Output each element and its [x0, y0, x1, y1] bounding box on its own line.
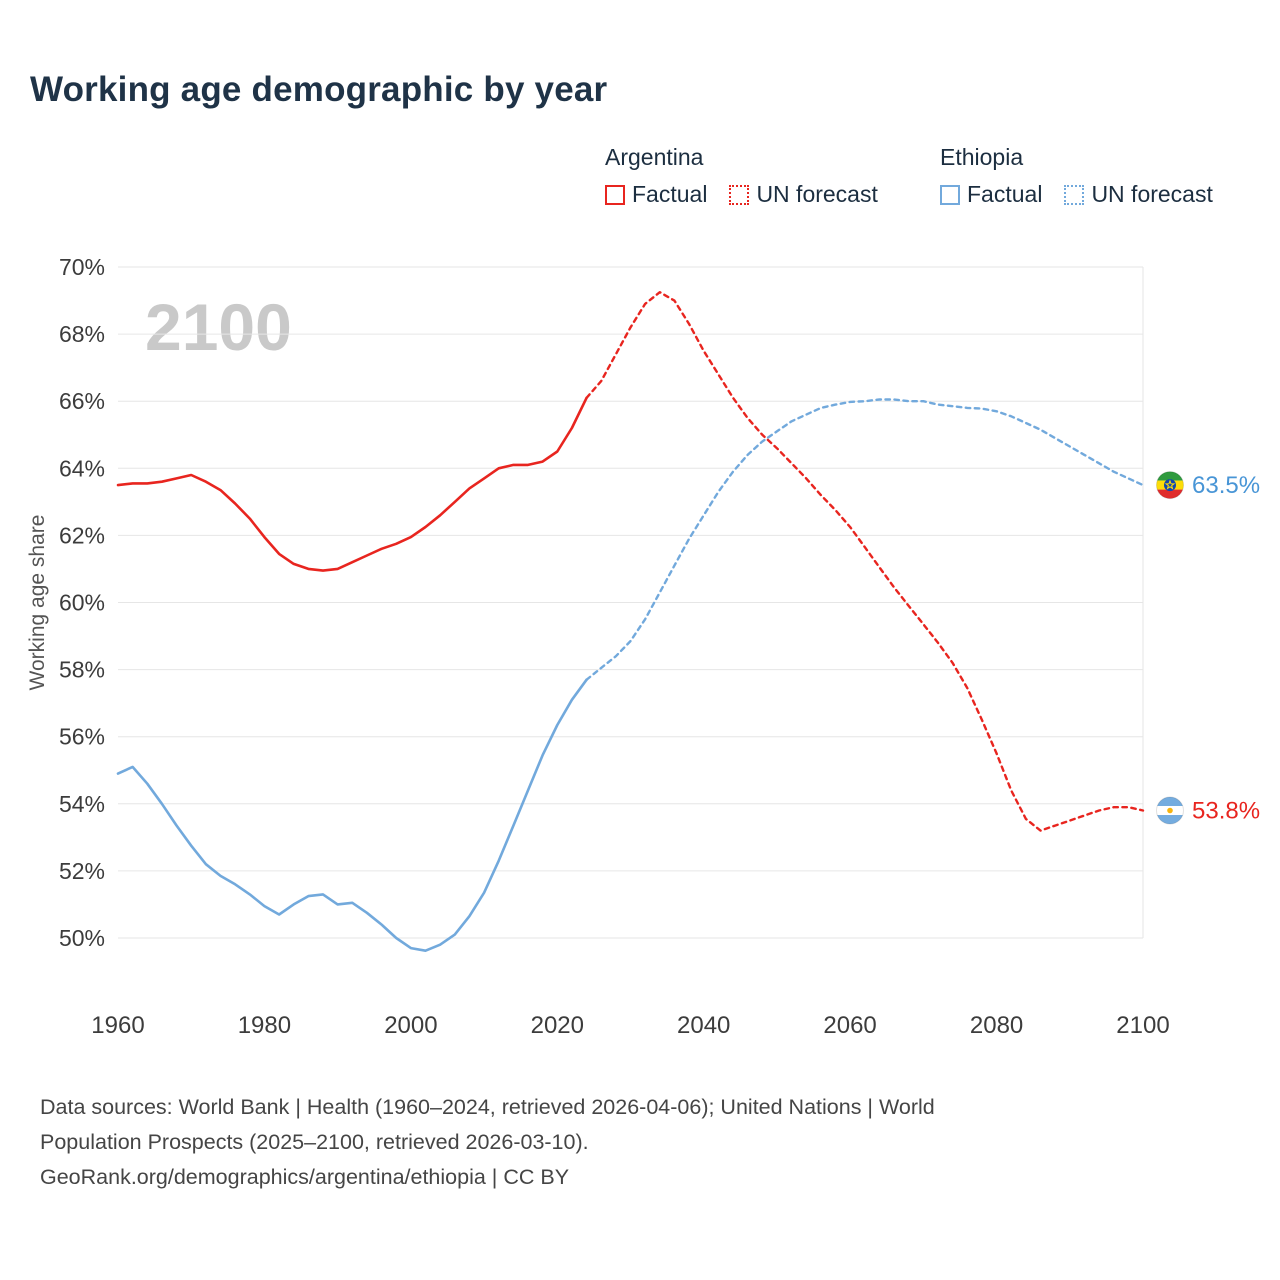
argentina-forecast-line — [585, 291, 1145, 832]
argentina-flag-icon — [1156, 797, 1184, 825]
footer-link-line[interactable]: GeoRank.org/demographics/argentina/ethio… — [40, 1164, 570, 1189]
legend-group-ethiopia: Ethiopia Factual UN forecast — [940, 144, 1213, 208]
ethiopia-forecast-line — [585, 398, 1145, 681]
ethiopia-factual-swatch-icon — [940, 184, 960, 205]
y-tick-label: 50% — [59, 925, 105, 951]
legend-row-ethiopia: Factual UN forecast — [940, 181, 1213, 208]
y-tick-label: 68% — [59, 321, 105, 347]
argentina-factual-label: Factual — [632, 181, 708, 207]
y-tick-label: 58% — [59, 657, 105, 683]
ethiopia-factual-label: Factual — [967, 181, 1043, 207]
x-tick-label: 2080 — [970, 1012, 1023, 1039]
x-tick-label: 2040 — [677, 1012, 730, 1039]
legend-row-argentina: Factual UN forecast — [605, 181, 878, 208]
chart-canvas: 2100 50% 52% 54% 56% 58% 60% 62% 64% 66% 68% 70% 196… — [26, 254, 1260, 1039]
y-tick-label: 70% — [59, 254, 105, 280]
data-sources-footer: Data sources: World Bank | Health (1960–… — [40, 1090, 1220, 1194]
y-tick-label: 66% — [59, 388, 105, 414]
page-title: Working age demographic by year — [30, 70, 608, 109]
argentina-forecast-swatch-icon — [729, 184, 750, 205]
y-tick-label: 54% — [59, 791, 105, 817]
argentina-factual-line — [116, 396, 588, 572]
x-tick-label: 2100 — [1116, 1012, 1169, 1039]
ethiopia-factual-line — [116, 678, 588, 952]
argentina-end-value-label: 53.8% — [1192, 798, 1260, 825]
argentina-factual-swatch-icon — [605, 184, 625, 205]
x-tick-label: 1960 — [91, 1012, 144, 1039]
footer-line-2: Population Prospects (2025–2100, retriev… — [40, 1129, 589, 1154]
footer-line-1: Data sources: World Bank | Health (1960–… — [40, 1095, 935, 1119]
x-tick-label: 2000 — [384, 1012, 437, 1039]
legend-country-argentina: Argentina — [605, 144, 704, 170]
gridlines — [118, 266, 1144, 939]
legend-group-argentina: Argentina Factual UN forecast — [605, 144, 878, 208]
y-tick-label: 60% — [59, 590, 105, 616]
watermark-year: 2100 — [145, 290, 292, 364]
x-tick-label: 2060 — [823, 1012, 876, 1039]
y-axis-label: Working age share — [26, 515, 49, 691]
argentina-forecast-label: UN forecast — [756, 181, 878, 207]
x-tick-label: 2020 — [531, 1012, 584, 1039]
ethiopia-flag-icon — [1156, 471, 1184, 499]
y-tick-label: 52% — [59, 858, 105, 884]
x-tick-label: 1980 — [238, 1012, 291, 1039]
ethiopia-forecast-label: UN forecast — [1091, 181, 1213, 207]
ethiopia-end-value-label: 63.5% — [1192, 472, 1260, 499]
y-tick-label: 64% — [59, 455, 105, 481]
legend-country-ethiopia: Ethiopia — [940, 144, 1024, 170]
y-tick-label: 62% — [59, 522, 105, 548]
ethiopia-forecast-swatch-icon — [1064, 184, 1085, 205]
y-tick-label: 56% — [59, 724, 105, 750]
